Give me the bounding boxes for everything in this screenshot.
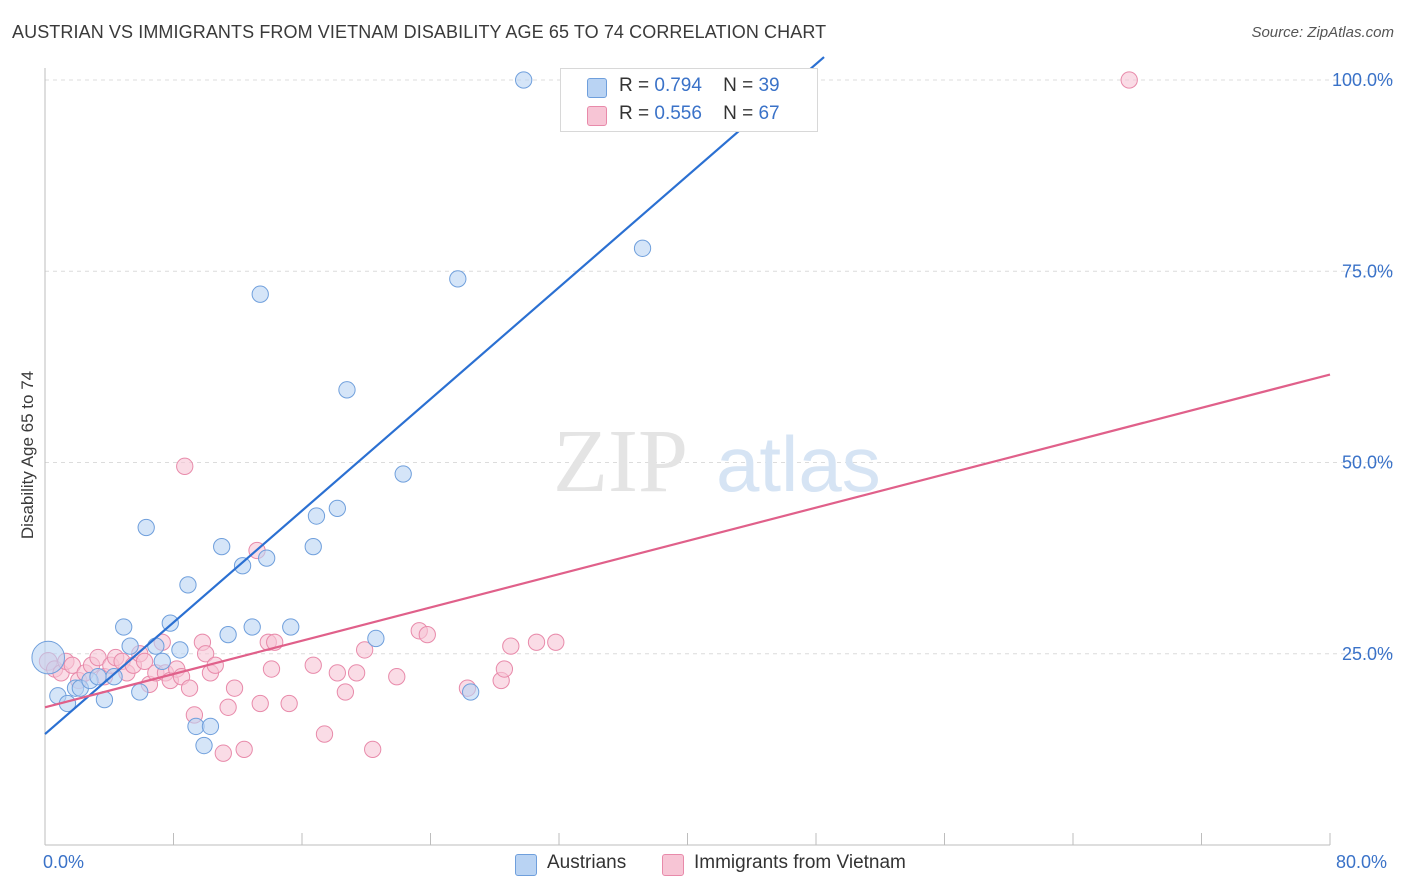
vietnam-point <box>214 744 232 762</box>
vietnam-point <box>262 660 281 678</box>
vietnam-point <box>89 648 107 667</box>
austrians-point <box>233 557 252 575</box>
source-credit: Source: ZipAtlas.com <box>1251 24 1394 41</box>
legend-label-vietnam: Immigrants from Vietnam <box>694 852 906 873</box>
watermark: ZIP atlas <box>553 412 881 511</box>
vietnam-point <box>196 645 215 663</box>
legend-swatch-blue <box>587 78 607 98</box>
vietnam-point <box>135 652 154 671</box>
austrians-point <box>633 239 652 257</box>
vietnam-point <box>1120 71 1138 89</box>
vietnam-point <box>347 664 366 682</box>
x-tick-label-min: 0.0% <box>43 852 85 872</box>
austrians-point <box>338 381 356 399</box>
austrians-point <box>243 618 261 636</box>
austrians-point <box>131 683 149 701</box>
vietnam-point <box>328 664 346 682</box>
y-tick-label: 50.0% <box>1342 453 1393 473</box>
austrians-point <box>147 637 165 655</box>
vietnam-trend-line <box>44 373 1331 709</box>
y-tick-label: 75.0% <box>1342 261 1393 281</box>
vietnam-point <box>355 641 374 659</box>
vietnam-point <box>364 740 382 759</box>
vietnam-point <box>495 660 514 678</box>
austrians-point <box>121 637 139 655</box>
legend-n-value: 67 <box>758 103 780 124</box>
vietnam-point <box>418 625 436 644</box>
legend-r-label: R = <box>619 75 650 96</box>
austrians-point <box>187 717 205 736</box>
legend-swatch-pink <box>587 106 607 126</box>
legend-n-label: N = <box>723 103 754 124</box>
watermark-zip: ZIP <box>553 412 688 511</box>
vietnam-point <box>180 679 199 697</box>
legend-swatch-blue <box>515 854 537 876</box>
austrians-point <box>282 618 300 636</box>
axes <box>44 68 1331 846</box>
austrians-point <box>462 683 480 701</box>
austrians-point <box>515 71 533 89</box>
austrians-point <box>153 652 171 671</box>
austrians-point <box>195 736 213 755</box>
austrians-point <box>394 465 412 483</box>
vietnam-point <box>219 698 237 716</box>
austrians-point <box>179 576 197 594</box>
watermark-atlas: atlas <box>716 420 881 508</box>
vietnam-point <box>225 679 244 697</box>
vietnam-point <box>176 457 194 475</box>
legend-r-label: R = <box>619 103 650 124</box>
vietnam-point <box>251 694 269 713</box>
vietnam-point <box>388 668 406 686</box>
austrians-point <box>105 668 123 686</box>
chart-title: AUSTRIAN VS IMMIGRANTS FROM VIETNAM DISA… <box>12 22 827 42</box>
austrians-point <box>161 614 179 632</box>
austrians-point <box>328 499 346 518</box>
vietnam-point <box>527 633 546 651</box>
austrians-point <box>31 640 66 675</box>
austrians-trend-line <box>44 56 825 735</box>
y-tick-labels: 25.0% 50.0% 75.0% 100.0% <box>1332 70 1393 664</box>
legend-r-value: 0.556 <box>654 103 702 124</box>
legend-n-value: 39 <box>758 75 780 96</box>
legend-r-value: 0.794 <box>654 75 702 96</box>
austrians-point <box>115 618 133 636</box>
vietnam-point <box>547 633 565 651</box>
x-tick-label-max: 80.0% <box>1336 852 1388 872</box>
austrians-point <box>304 538 322 556</box>
vietnam-point <box>63 656 81 674</box>
legend-swatch-pink <box>662 854 684 876</box>
vietnam-point <box>280 694 298 713</box>
y-tick-label: 100.0% <box>1332 70 1393 90</box>
correlation-legend: R = 0.794 N = 39 R = 0.556 N = 67 <box>560 68 818 132</box>
austrians-point <box>258 549 276 567</box>
austrians-point <box>449 270 467 288</box>
trend-lines <box>44 56 1331 735</box>
vietnam-point <box>235 740 253 759</box>
austrians-point <box>171 641 189 659</box>
vietnam-point <box>315 725 334 743</box>
y-axis-label: Disability Age 65 to 74 <box>18 370 37 540</box>
austrians-point <box>251 285 269 303</box>
vietnam-point <box>336 683 355 701</box>
austrians-point <box>367 629 385 648</box>
austrians-point <box>307 507 326 525</box>
austrians-point <box>137 518 155 537</box>
vietnam-point <box>304 656 322 674</box>
austrians-point <box>201 717 220 736</box>
legend-n-label: N = <box>723 75 754 96</box>
austrians-point <box>219 625 237 644</box>
austrians-points <box>31 71 719 755</box>
austrians-point <box>213 538 231 556</box>
vietnam-point <box>502 637 520 655</box>
y-tick-label: 25.0% <box>1342 644 1393 664</box>
legend-label-austrians: Austrians <box>547 852 627 873</box>
